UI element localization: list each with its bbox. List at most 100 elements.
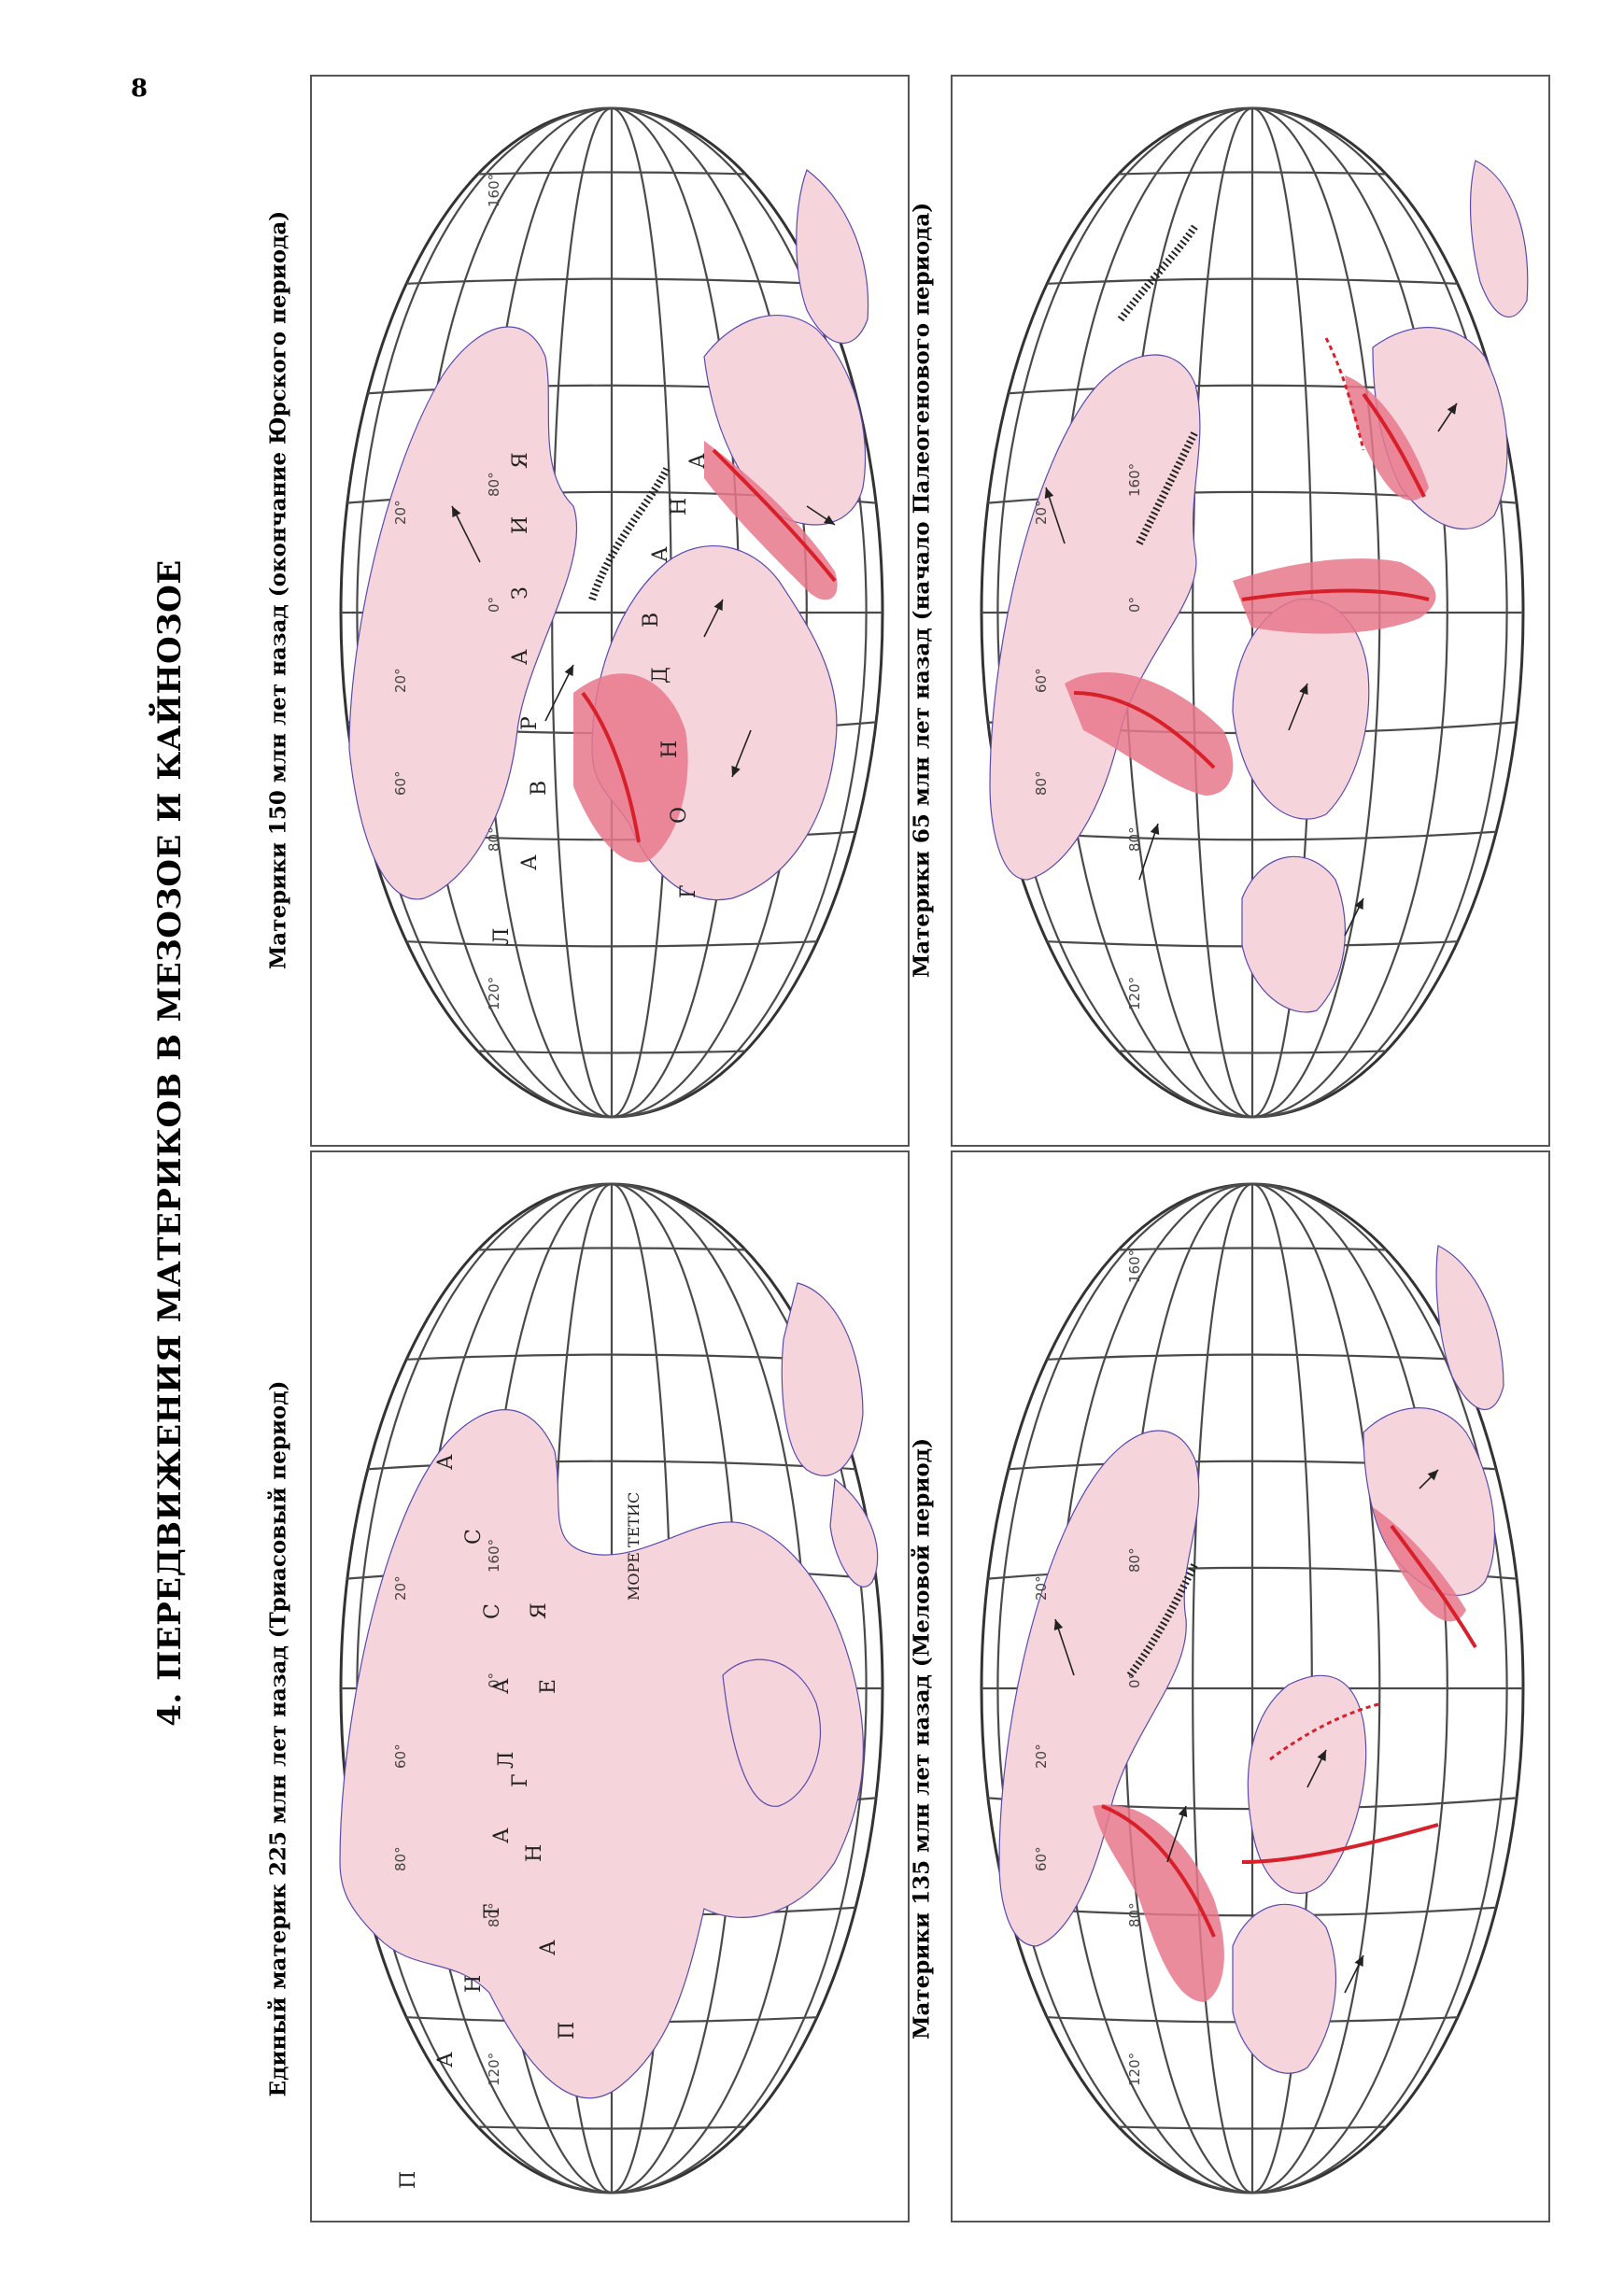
degree-label: 80° bbox=[1126, 1547, 1143, 1573]
pangaea-letter: Г bbox=[509, 1773, 532, 1787]
pangaea bbox=[339, 1409, 864, 2099]
mid-ocean-ridge bbox=[581, 691, 641, 843]
laurasia-letter: Л bbox=[490, 928, 514, 945]
arrow-head bbox=[713, 600, 723, 612]
laurasia-letter: В bbox=[528, 781, 551, 796]
parallel-line bbox=[477, 171, 746, 176]
mid-ocean-ridge bbox=[1390, 1524, 1477, 1649]
mid-ocean-ridge bbox=[1241, 1823, 1439, 1864]
north-america-eurasia bbox=[989, 354, 1201, 881]
panthalassa-letter: Т bbox=[481, 1904, 504, 1918]
rift-zone bbox=[1093, 1804, 1224, 2002]
south-america bbox=[1241, 855, 1346, 1013]
arrow-head bbox=[1178, 1806, 1188, 1818]
degree-label: 160° bbox=[1126, 463, 1143, 497]
subduction-trench bbox=[588, 467, 671, 601]
laurasia-letter: А bbox=[509, 649, 532, 665]
laurasia-letter: Я bbox=[509, 452, 532, 469]
degree-label: 80° bbox=[1126, 1902, 1143, 1927]
arrow-head bbox=[564, 665, 573, 677]
page-title: 4. ПЕРЕДВИЖЕНИЯ МАТЕРИКОВ В МЕЗОЗОЕ И КА… bbox=[151, 559, 189, 1727]
arrow-head bbox=[1447, 403, 1457, 415]
degree-label: 0° bbox=[486, 1672, 502, 1688]
laurasia-letter: А bbox=[518, 854, 542, 870]
parallel-line bbox=[1047, 1353, 1458, 1361]
arrow-head bbox=[1427, 1470, 1438, 1481]
gondwana-letter: О bbox=[668, 807, 691, 824]
degree-label: 160° bbox=[1126, 1249, 1143, 1283]
island bbox=[722, 1658, 821, 1807]
antarctica-fragment bbox=[781, 1282, 864, 1476]
gondwana-letter: А bbox=[686, 453, 710, 469]
mid-ocean-ridge bbox=[712, 448, 837, 583]
degree-label: 0° bbox=[486, 597, 502, 613]
parallel-line bbox=[1118, 1050, 1387, 1054]
parallel-line bbox=[1118, 1247, 1387, 1251]
parallel-line bbox=[1118, 2125, 1387, 2130]
degree-label: 60° bbox=[1033, 668, 1050, 693]
degree-label: 120° bbox=[1126, 2053, 1143, 2086]
panthalassa-letter: Л bbox=[495, 1752, 518, 1769]
map-caption-paleogene: Материки 65 млн лет назад (начало Палеог… bbox=[909, 202, 935, 979]
degree-label: 80° bbox=[392, 1846, 409, 1871]
degree-label: 80° bbox=[1033, 770, 1050, 796]
arrow-head bbox=[1044, 487, 1054, 500]
degree-label: 20° bbox=[392, 500, 409, 525]
map-paleogene: 120° 80° 0° 20° 60° 80° 160° bbox=[980, 106, 1529, 1119]
pangaea-letter: Я bbox=[528, 1602, 551, 1619]
rift-zone bbox=[704, 441, 838, 600]
south-america bbox=[1232, 1903, 1336, 2074]
map-triassic: 120°80°0°20°60°80°160°ПАНТАЛАССАПАНГЕЯМО… bbox=[339, 1182, 884, 2194]
pangaea-letter: А bbox=[537, 1940, 560, 1955]
gondwana-letter: Н bbox=[658, 741, 682, 758]
rift-zone bbox=[1065, 672, 1234, 796]
panthalassa-letter: С bbox=[462, 1529, 486, 1545]
degree-label: 80° bbox=[486, 1902, 502, 1927]
map-caption-triassic: Единый материк 225 млн лет назад (Триасо… bbox=[265, 1380, 291, 2097]
degree-label: 60° bbox=[392, 770, 409, 796]
map-cretaceous: 120° 80° 0° 20° 20° 60° 80° 160° bbox=[980, 1182, 1525, 2194]
degree-label: 120° bbox=[486, 977, 502, 1010]
parallel-line bbox=[477, 2125, 746, 2130]
pangaea-letter: Н bbox=[523, 1844, 546, 1862]
arrow-head bbox=[824, 515, 835, 525]
arrow-head bbox=[1299, 684, 1308, 696]
degree-label: 20° bbox=[1033, 1575, 1050, 1601]
mid-ocean-ridge bbox=[1101, 1804, 1216, 1938]
degree-label: 60° bbox=[1033, 1846, 1050, 1871]
degree-label: 0° bbox=[1126, 1672, 1143, 1688]
mid-ocean-ridge bbox=[1241, 588, 1430, 601]
panthalassa-letter: А bbox=[434, 2052, 458, 2067]
degree-label: 0° bbox=[1126, 597, 1143, 613]
parallel-line bbox=[406, 940, 817, 948]
panthalassa-letter: П bbox=[397, 2171, 420, 2189]
laurasia bbox=[348, 326, 578, 900]
degree-label: 120° bbox=[486, 2053, 502, 2086]
parallel-line bbox=[1118, 171, 1387, 176]
panthalassa-letter: Н bbox=[462, 1975, 486, 1993]
arrow-head bbox=[1354, 898, 1363, 910]
antarctica-fragment bbox=[1469, 160, 1529, 318]
subduction-trench bbox=[1117, 223, 1199, 322]
ridge-dashed-line bbox=[1269, 1701, 1383, 1761]
degree-label: 20° bbox=[1033, 1743, 1050, 1769]
gondwana-letter: Г bbox=[677, 884, 700, 898]
panthalassa-letter: С bbox=[481, 1603, 504, 1619]
arrow-head bbox=[731, 765, 741, 777]
laurasia-letter: З bbox=[509, 586, 532, 600]
australia-antarctica bbox=[796, 169, 869, 345]
pangaea-letter: Е bbox=[537, 1679, 560, 1694]
parallel-line bbox=[406, 277, 817, 285]
arrow-head bbox=[1317, 1750, 1326, 1762]
parallel-line bbox=[1047, 277, 1458, 285]
panthalassa-letter: А bbox=[490, 1678, 514, 1694]
parallel-line bbox=[477, 1050, 746, 1054]
degree-label: 20° bbox=[392, 668, 409, 693]
degree-label: 80° bbox=[486, 826, 502, 852]
gondwana-letter: В bbox=[640, 613, 663, 628]
motion-arrow bbox=[544, 664, 574, 722]
degree-label: 60° bbox=[392, 1743, 409, 1769]
map-panel-jurassic: 120° 80° 0° 20° 20° 60° 80° 160° Л А В Р А З И Я Г О Н Д В А Н… bbox=[310, 75, 910, 1147]
map-panel-cretaceous: 120° 80° 0° 20° 20° 60° 80° 160° bbox=[951, 1150, 1550, 2222]
laurasia-letter: Р bbox=[518, 716, 542, 730]
